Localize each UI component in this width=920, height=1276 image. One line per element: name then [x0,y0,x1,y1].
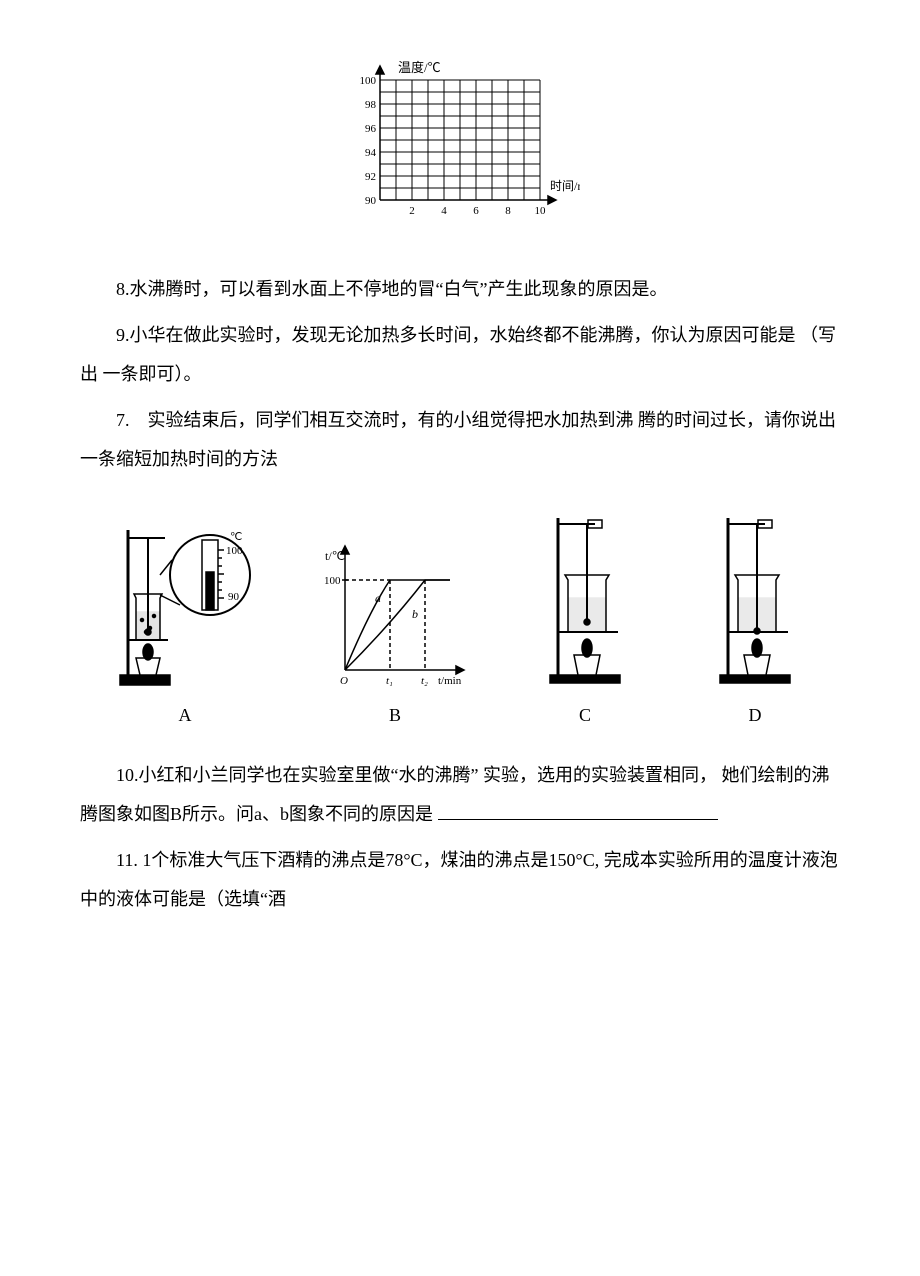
svg-text:96: 96 [365,123,377,135]
svg-text:92: 92 [365,171,376,183]
question-8: 8.水沸腾时，可以看到水面上不停地的冒“白气”产生此现象的原因是。 [80,270,840,310]
svg-text:O: O [340,675,348,687]
diagram-d-svg [700,510,810,690]
svg-text:b: b [412,607,418,621]
y-ticks: 100 98 96 94 92 90 [360,75,377,207]
temperature-time-chart: 温度/℃ [80,60,840,240]
x-axis-label: 时间/min [550,179,580,193]
question-10: 10.小红和小兰同学也在实验室里做“水的沸腾” 实验，选用的实验装置相同， 她们… [80,756,840,835]
diagram-c-label: C [579,696,591,736]
diagram-a: 100 90 ℃ A [110,520,260,736]
diagram-b-label: B [389,696,401,736]
question-11: 11. 1个标准大气压下酒精的沸点是78°C，煤油的沸点是150°C, 完成本实… [80,841,840,920]
svg-text:10: 10 [535,205,547,217]
x-ticks: 2 4 6 8 10 [409,205,546,217]
svg-text:t₂: t₂ [421,675,428,687]
svg-text:t/℃: t/℃ [325,549,345,563]
svg-text:t₁: t₁ [386,675,393,687]
svg-text:a: a [375,591,381,605]
diagram-c-svg [530,510,640,690]
axes [376,66,556,204]
diagram-b: t/℃ 100 a b t₁ t₂ t/min O B [320,540,470,736]
svg-text:98: 98 [365,99,377,111]
y-axis-label: 温度/℃ [398,60,441,75]
diagram-d: D [700,510,810,736]
svg-text:100: 100 [360,75,377,87]
svg-text:4: 4 [441,205,447,217]
svg-text:94: 94 [365,147,377,159]
svg-text:t/min: t/min [438,675,462,687]
svg-text:100: 100 [226,545,243,557]
svg-text:6: 6 [473,205,479,217]
diagram-a-svg: 100 90 ℃ [110,520,260,690]
blank-line [438,799,718,821]
question-9: 9.小华在做此实验时，发现无论加热多长时间，水始终都不能沸腾，你认为原因可能是 … [80,316,840,395]
svg-text:90: 90 [365,195,377,207]
grid-lines [380,80,540,200]
diagram-d-label: D [749,696,762,736]
grid-chart-svg: 温度/℃ [340,60,580,240]
svg-text:2: 2 [409,205,415,217]
svg-text:℃: ℃ [230,531,242,543]
svg-text:90: 90 [228,591,240,603]
question-7: 7. 实验结束后，同学们相互交流时，有的小组觉得把水加热到沸 腾的时间过长，请你… [80,401,840,480]
diagram-b-svg: t/℃ 100 a b t₁ t₂ t/min O [320,540,470,690]
diagram-c: C [530,510,640,736]
diagram-a-label: A [179,696,192,736]
svg-text:8: 8 [505,205,511,217]
diagrams-row: 100 90 ℃ A [80,510,840,736]
svg-text:100: 100 [324,575,341,587]
